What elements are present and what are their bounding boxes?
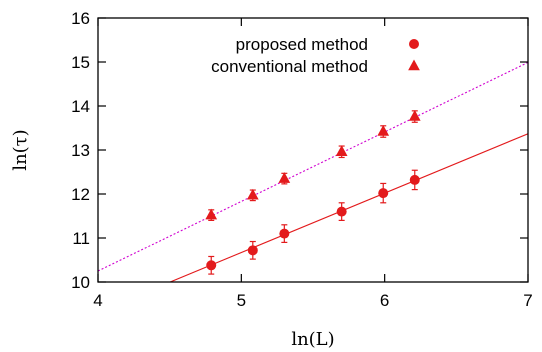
y-axis-label: ln(τ) (10, 129, 31, 170)
data-point-proposed (409, 174, 420, 185)
legend-label-proposed: proposed method (236, 35, 368, 54)
axis-ticks: 4 5 6 7 10 11 12 13 14 15 16 (71, 9, 533, 310)
x-axis-label: ln(L) (291, 329, 334, 350)
x-tick-label: 6 (380, 291, 389, 310)
legend-label-conventional: conventional method (211, 57, 368, 76)
data-point-conventional (408, 110, 421, 121)
y-tick-label: 13 (71, 141, 90, 160)
data-point-conventional (335, 145, 348, 156)
data-point-conventional (205, 208, 218, 220)
y-tick-label: 14 (71, 97, 90, 116)
data-point-proposed (247, 245, 258, 256)
x-tick-label: 5 (237, 291, 246, 310)
legend-marker-conventional (408, 59, 420, 71)
legend-markers (408, 39, 420, 71)
data-point-conventional (278, 172, 291, 183)
data-point-conventional (246, 188, 259, 200)
data-point-proposed (378, 188, 389, 199)
y-tick-label: 10 (71, 273, 90, 292)
data-point-proposed (336, 206, 347, 217)
legend-marker-proposed (409, 39, 419, 49)
fit-lines (98, 61, 528, 282)
y-tick-label: 15 (71, 53, 90, 72)
data-points (205, 110, 421, 275)
x-tick-label: 4 (93, 291, 102, 310)
data-point-proposed (206, 260, 217, 271)
data-point-proposed (279, 228, 290, 239)
data-point-conventional (377, 125, 390, 136)
y-tick-label: 11 (72, 229, 90, 248)
y-tick-label: 16 (71, 9, 90, 28)
fit-line-0 (168, 133, 528, 282)
fit-line-1 (98, 61, 528, 272)
y-tick-label: 12 (71, 185, 90, 204)
x-tick-label: 7 (523, 291, 532, 310)
legend: proposed method conventional method (211, 35, 420, 76)
